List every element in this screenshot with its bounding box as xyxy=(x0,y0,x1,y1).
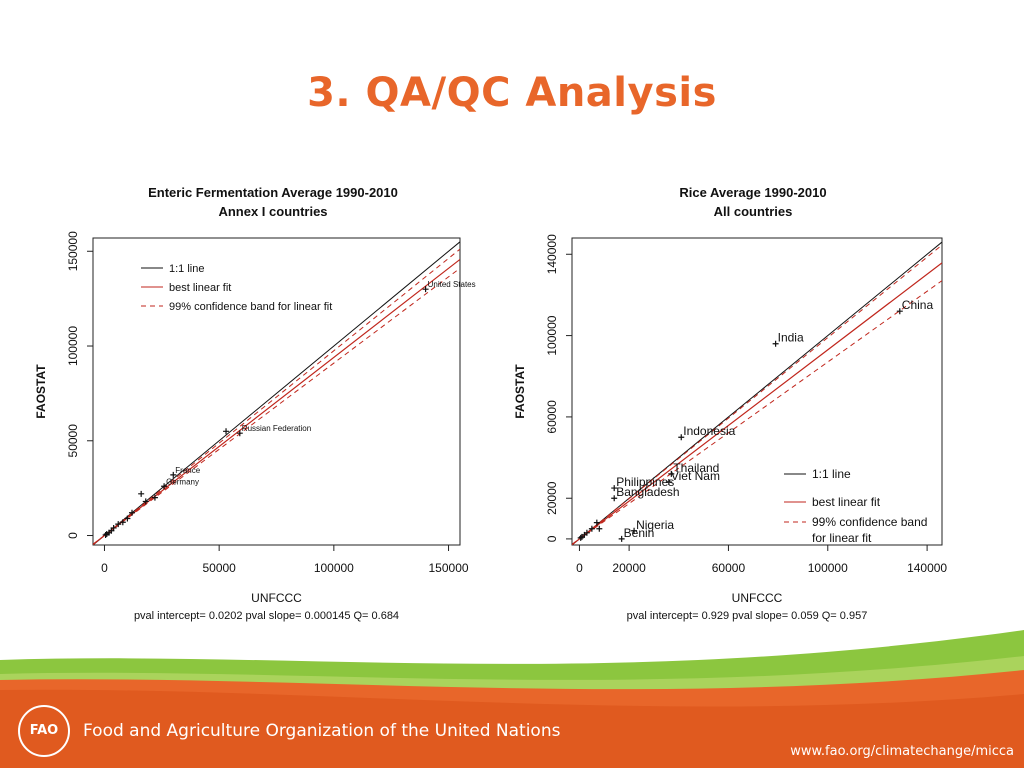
plot-frame xyxy=(571,237,943,546)
fao-logo: FAO xyxy=(18,705,70,757)
data-point xyxy=(119,519,126,526)
legend-label: best linear fit xyxy=(812,495,881,509)
x-axis-label: UNFCCC xyxy=(732,591,783,605)
x-tick-label: 60000 xyxy=(712,561,746,575)
chart-subtitle: Annex I countries xyxy=(218,204,327,219)
legend: 1:1 line best linear fit 99% confidence ba… xyxy=(141,263,332,313)
point-label: India xyxy=(778,331,804,345)
point-label: Germany xyxy=(166,477,199,486)
x-tick-label: 20000 xyxy=(612,561,646,575)
fao-logo-text: FAO xyxy=(29,723,59,738)
data-point xyxy=(631,527,638,534)
confidence-band-upper xyxy=(93,248,460,545)
point-label: Bangladesh xyxy=(616,485,679,499)
y-tick-label: 150000 xyxy=(66,231,80,271)
chart-title: Enteric Fermentation Average 1990-2010 xyxy=(148,185,398,200)
legend: 1:1 line best linear fit 99% confidence ba… xyxy=(784,467,927,545)
y-axis-label: FAOSTAT xyxy=(34,364,48,419)
point-label: Nigeria xyxy=(636,518,674,532)
slide-title: 3. QA/QC Analysis xyxy=(307,70,717,116)
legend-label: 1:1 line xyxy=(169,263,204,275)
confidence-band-upper xyxy=(572,244,942,545)
legend-label: best linear fit xyxy=(169,282,231,294)
data-point xyxy=(593,519,600,526)
data-point xyxy=(161,483,168,490)
legend-label: 99% confidence band for linear fit xyxy=(169,301,332,313)
best-fit-line xyxy=(572,262,942,545)
point-label: France xyxy=(175,466,200,475)
data-point xyxy=(124,515,131,522)
x-tick-label: 0 xyxy=(101,561,108,575)
data-point xyxy=(577,534,584,541)
point-label: Philippines xyxy=(616,475,674,489)
data-point xyxy=(223,428,230,435)
y-tick-label: 50000 xyxy=(66,424,80,458)
plot-frame xyxy=(92,237,461,546)
chart-title: Rice Average 1990-2010 xyxy=(679,185,826,200)
legend-label: 1:1 line xyxy=(812,467,851,481)
footer-banner xyxy=(0,630,1024,768)
x-axis-label: UNFCCC xyxy=(251,591,302,605)
data-point xyxy=(236,430,243,437)
data-point xyxy=(772,340,779,347)
data-point xyxy=(678,434,685,441)
x-tick-label: 100000 xyxy=(314,561,354,575)
y-tick-label: 100000 xyxy=(545,315,559,355)
data-point xyxy=(596,525,603,532)
plot-area xyxy=(572,241,942,545)
x-tick-label: 150000 xyxy=(429,561,469,575)
data-point xyxy=(422,286,429,293)
point-label: Viet Nam xyxy=(671,469,720,483)
confidence-band-lower xyxy=(572,280,942,545)
one-to-one-line xyxy=(572,241,942,545)
data-point xyxy=(103,531,110,538)
x-tick-label: 50000 xyxy=(202,561,236,575)
data-point xyxy=(588,525,595,532)
y-axis-label: FAOSTAT xyxy=(513,364,527,419)
stats-caption: pval intercept= 0.929 pval slope= 0.059 … xyxy=(627,610,868,622)
y-tick-label: 100000 xyxy=(66,326,80,366)
point-label: United States xyxy=(428,280,476,289)
data-point xyxy=(611,495,618,502)
point-label: Benin xyxy=(624,526,655,540)
y-tick-label: 140000 xyxy=(545,234,559,274)
data-point xyxy=(138,490,145,497)
chart-subtitle: All countries xyxy=(714,204,793,219)
best-fit-line xyxy=(93,258,460,545)
legend-label: 99% confidence band xyxy=(812,515,927,529)
data-point xyxy=(668,470,675,477)
stats-caption: pval intercept= 0.0202 pval slope= 0.000… xyxy=(134,610,399,622)
data-point xyxy=(142,498,149,505)
one-to-one-line xyxy=(93,241,460,545)
data-point xyxy=(611,485,618,492)
chart-rice: Rice Average 1990-2010 All countries 0 2000… xyxy=(513,185,947,622)
data-point xyxy=(151,494,158,501)
data-point xyxy=(578,533,585,540)
y-tick-label: 20000 xyxy=(545,481,559,515)
footer-url[interactable]: www.fao.org/climatechange/micca xyxy=(790,744,1014,759)
footer-organization-name: Food and Agriculture Organization of the… xyxy=(83,721,561,741)
y-tick-label: 60000 xyxy=(545,400,559,434)
y-tick-label: 0 xyxy=(545,535,559,542)
y-tick-label: 0 xyxy=(66,532,80,539)
chart-enteric-fermentation: Enteric Fermentation Average 1990-2010 An… xyxy=(34,185,476,622)
point-label: Indonesia xyxy=(683,424,735,438)
x-tick-label: 100000 xyxy=(808,561,848,575)
data-point xyxy=(618,535,625,542)
data-point xyxy=(115,521,122,528)
data-point xyxy=(896,308,903,315)
x-tick-label: 140000 xyxy=(907,561,947,575)
point-label: Thailand xyxy=(673,461,719,475)
point-label: Russian Federation xyxy=(242,424,311,433)
point-label: China xyxy=(902,298,934,312)
data-point xyxy=(665,478,672,485)
data-point xyxy=(170,471,177,478)
data-point xyxy=(102,531,109,538)
data-point xyxy=(128,509,135,516)
x-tick-label: 0 xyxy=(576,561,583,575)
legend-label: for linear fit xyxy=(812,531,872,545)
plot-area xyxy=(93,241,460,545)
